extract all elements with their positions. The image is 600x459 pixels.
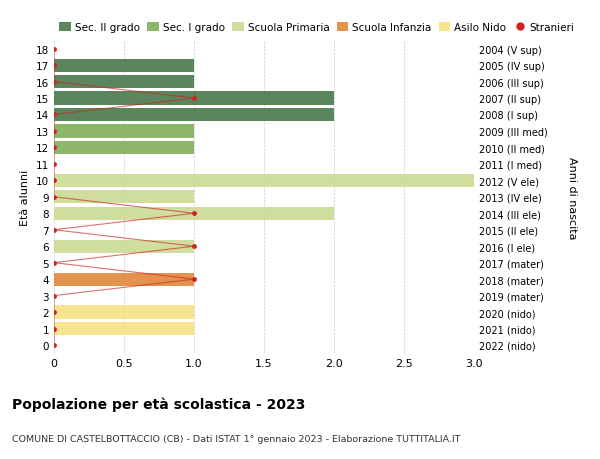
Legend: Sec. II grado, Sec. I grado, Scuola Primaria, Scuola Infanzia, Asilo Nido, Stran: Sec. II grado, Sec. I grado, Scuola Prim…: [59, 23, 574, 33]
Bar: [54, 92, 334, 106]
Bar: [54, 125, 194, 138]
Bar: [54, 109, 334, 122]
Bar: [54, 191, 194, 204]
Text: COMUNE DI CASTELBOTTACCIO (CB) - Dati ISTAT 1° gennaio 2023 - Elaborazione TUTTI: COMUNE DI CASTELBOTTACCIO (CB) - Dati IS…: [12, 434, 461, 443]
Bar: [54, 207, 334, 220]
Bar: [54, 322, 194, 336]
Bar: [54, 174, 474, 188]
Bar: [54, 76, 194, 89]
Bar: [54, 306, 194, 319]
Bar: [54, 273, 194, 286]
Y-axis label: Età alunni: Età alunni: [20, 169, 31, 225]
Bar: [54, 141, 194, 155]
Y-axis label: Anni di nascita: Anni di nascita: [567, 156, 577, 239]
Bar: [54, 240, 194, 253]
Text: Popolazione per età scolastica - 2023: Popolazione per età scolastica - 2023: [12, 397, 305, 412]
Bar: [54, 59, 194, 73]
